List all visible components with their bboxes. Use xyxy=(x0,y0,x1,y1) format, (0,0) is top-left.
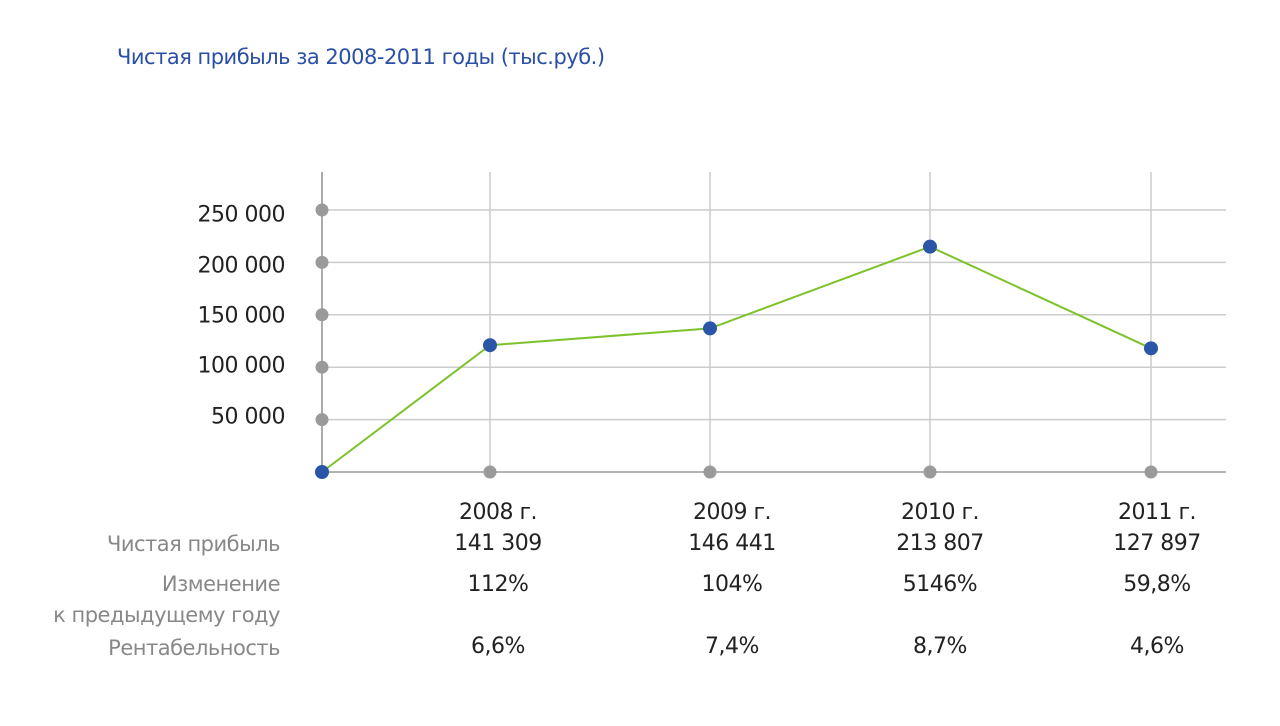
x-tick-label: 2008 г. xyxy=(458,500,538,525)
y-axis-marker xyxy=(315,360,329,374)
table-cell: 213 807 xyxy=(896,531,984,556)
y-tick-label: 50 000 xyxy=(211,404,285,430)
table-cell: 5146% xyxy=(902,572,978,597)
data-point xyxy=(315,465,329,479)
x-tick-label: 2010 г. xyxy=(900,500,980,525)
y-tick-label: 150 000 xyxy=(197,303,286,329)
row-label-profitability: Рентабельность xyxy=(108,636,280,660)
y-axis-marker xyxy=(315,308,329,322)
x-axis-marker xyxy=(1144,465,1158,479)
table-cell: 104% xyxy=(701,572,763,597)
table-cell: 8,7% xyxy=(913,634,967,659)
row-label-profit: Чистая прибыль xyxy=(106,532,281,556)
table-cell: 7,4% xyxy=(705,634,759,659)
y-tick-label: 100 000 xyxy=(197,353,286,379)
table-cell: 4,6% xyxy=(1130,634,1184,659)
data-point xyxy=(483,338,497,353)
table-cell: 141 309 xyxy=(454,531,542,556)
x-axis-marker xyxy=(923,465,937,479)
data-point xyxy=(923,239,937,254)
table-cell: 146 441 xyxy=(688,531,776,556)
row-label-change-2: к предыдущему году xyxy=(53,603,280,627)
y-axis-marker xyxy=(315,203,329,217)
table-cell: 59,8% xyxy=(1123,572,1191,597)
table-cell: 127 897 xyxy=(1113,531,1201,556)
y-axis-marker xyxy=(315,413,329,427)
y-tick-label: 200 000 xyxy=(197,253,286,279)
x-tick-label: 2009 г. xyxy=(692,500,772,525)
x-axis-marker xyxy=(703,465,717,479)
chart-title: Чистая прибыль за 2008-2011 годы (тыс.ру… xyxy=(117,45,605,69)
x-tick-label: 2011 г. xyxy=(1117,500,1197,525)
row-label-change: Изменение xyxy=(161,572,281,596)
series-line xyxy=(321,245,1152,473)
data-point xyxy=(1144,341,1158,356)
y-axis-marker xyxy=(315,255,329,269)
table-cell: 112% xyxy=(467,572,529,597)
table-cell: 6,6% xyxy=(471,634,525,659)
x-axis-marker xyxy=(483,465,497,479)
y-tick-label: 250 000 xyxy=(197,202,286,228)
data-point xyxy=(703,321,717,336)
